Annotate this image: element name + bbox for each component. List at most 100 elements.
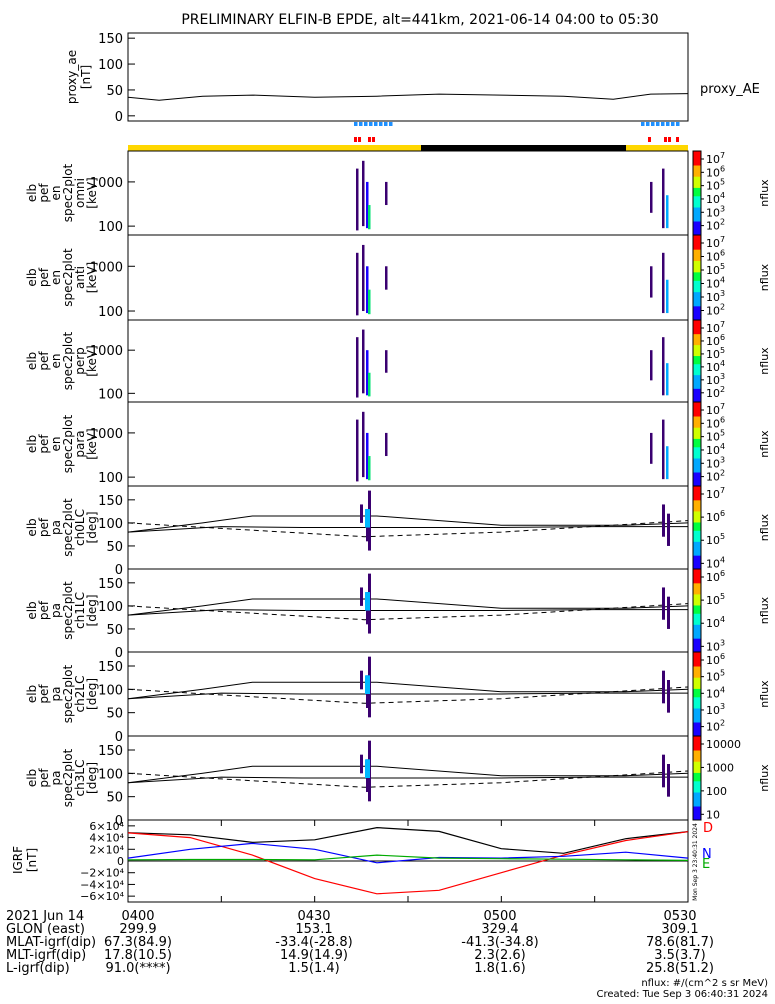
y-tick-label: 100 <box>98 600 123 615</box>
panel-ylabel: pa <box>49 603 63 618</box>
panel-ylabel: elb <box>25 184 39 202</box>
colorbar-step <box>693 380 701 384</box>
ztick-exponent: 7 <box>720 151 725 160</box>
colorbar-step <box>693 775 701 779</box>
flux-streak <box>667 513 670 546</box>
colorbar-step <box>693 613 701 617</box>
flux-streak <box>365 675 370 694</box>
colorbar-step <box>693 207 701 211</box>
loss-cone-lower <box>127 526 688 533</box>
colorbar-step <box>693 407 701 411</box>
ztick-exponent: 2 <box>720 218 725 227</box>
colorbar-tick-label: 102 <box>706 385 725 400</box>
colorbar-step <box>693 173 701 177</box>
y-tick-label: −6×10⁴ <box>80 890 124 903</box>
y-tick-label: 150 <box>98 660 123 675</box>
colorbar-tick-label: 102 <box>706 719 725 734</box>
colorbar-step <box>693 283 701 287</box>
colorbar-step <box>693 430 701 434</box>
colorbar-tick-label: 105 <box>706 429 725 444</box>
colorbar-step <box>693 314 701 318</box>
colorbar-step <box>693 341 701 346</box>
anti-loss-cone <box>127 520 689 538</box>
colorbar-step <box>693 201 701 205</box>
colorbar-step <box>693 546 701 551</box>
colorbar-step <box>693 438 701 442</box>
colorbar-step <box>693 596 701 600</box>
colorbar-step <box>693 491 701 495</box>
ztick-base: 10 <box>706 557 720 570</box>
panel-ylabel: spec2plot <box>61 248 75 307</box>
colorbar-step <box>693 652 701 656</box>
panel-ylabel: spec2plot <box>61 331 75 390</box>
colorbar-step <box>693 266 701 270</box>
science-segment-mark <box>641 122 645 126</box>
panel-ylabel: elb <box>25 601 39 619</box>
science-segment-mark <box>656 122 660 126</box>
colorbar-step <box>693 410 701 414</box>
y-tick-label: 0 <box>115 730 123 745</box>
colorbar-step <box>693 363 701 367</box>
y-tick-label: 100 <box>98 58 123 73</box>
flux-streak <box>385 181 388 206</box>
flux-streak <box>667 680 670 713</box>
colorbar-step <box>693 187 701 191</box>
colorbar-step <box>693 358 701 362</box>
ztick-exponent: 5 <box>720 178 725 187</box>
colorbar-step <box>693 643 701 647</box>
science-segment-mark <box>671 122 675 126</box>
science-segment-mark <box>374 122 378 126</box>
colorbar-step <box>693 680 701 684</box>
flux-streak <box>666 446 669 480</box>
panel-frame <box>127 401 689 487</box>
y-tick-label: 1000 <box>90 344 123 359</box>
colorbar-step <box>693 229 701 233</box>
colorbar-step <box>693 806 701 810</box>
ztick-exponent: 4 <box>720 685 725 694</box>
loss-cone-lower <box>127 776 688 784</box>
colorbar-step <box>693 344 701 348</box>
colorbar-step <box>693 627 701 631</box>
flux-streak <box>662 337 665 396</box>
y-tick-label: 1000 <box>90 176 123 191</box>
footer-cell: 17.8(10.5) <box>104 948 172 963</box>
y-tick-label: 0 <box>115 110 123 125</box>
ztick-exponent: 7 <box>720 486 725 495</box>
colorbar-step <box>693 212 701 216</box>
panel-ylabel: pef <box>37 351 51 371</box>
colorbar-step <box>693 193 701 197</box>
flux-streak <box>365 592 370 611</box>
colorbar-step <box>693 694 701 698</box>
colorbar-step <box>693 269 701 273</box>
science-segment-mark <box>666 122 670 126</box>
colorbar-step <box>693 446 701 451</box>
colorbar-step <box>693 519 701 523</box>
colorbar-step <box>693 404 701 409</box>
colorbar-step <box>693 277 701 281</box>
igrf-ylabel: IGRF <box>11 846 25 874</box>
ztick-base: 10 <box>706 180 720 193</box>
colorbar-step <box>693 260 701 264</box>
flux-streak <box>662 419 665 480</box>
colorbar-step <box>693 744 701 748</box>
colorbar-step <box>693 435 701 439</box>
flux-streak <box>650 181 653 213</box>
colorbar-step <box>693 455 701 459</box>
colorbar-step <box>693 218 701 222</box>
colorbar-step <box>693 708 701 712</box>
colorbar-step <box>693 325 701 329</box>
colorbar-tick-label: 105 <box>706 178 725 193</box>
colorbar-step <box>693 560 701 564</box>
colorbar-step <box>693 483 701 487</box>
colorbar-step <box>693 159 701 163</box>
panel-ylabel: [deg] <box>85 595 99 627</box>
y-tick-label: 100 <box>98 683 123 698</box>
colorbar-step <box>693 198 701 202</box>
colorbar-step <box>693 263 701 267</box>
colorbar-tick-label: 104 <box>706 191 725 206</box>
panel-ylabel: pa <box>49 687 63 702</box>
ztick-exponent: 5 <box>720 429 725 438</box>
ztick-exponent: 7 <box>720 235 725 244</box>
colorbar-step <box>693 508 701 512</box>
flux-streak <box>356 252 359 316</box>
